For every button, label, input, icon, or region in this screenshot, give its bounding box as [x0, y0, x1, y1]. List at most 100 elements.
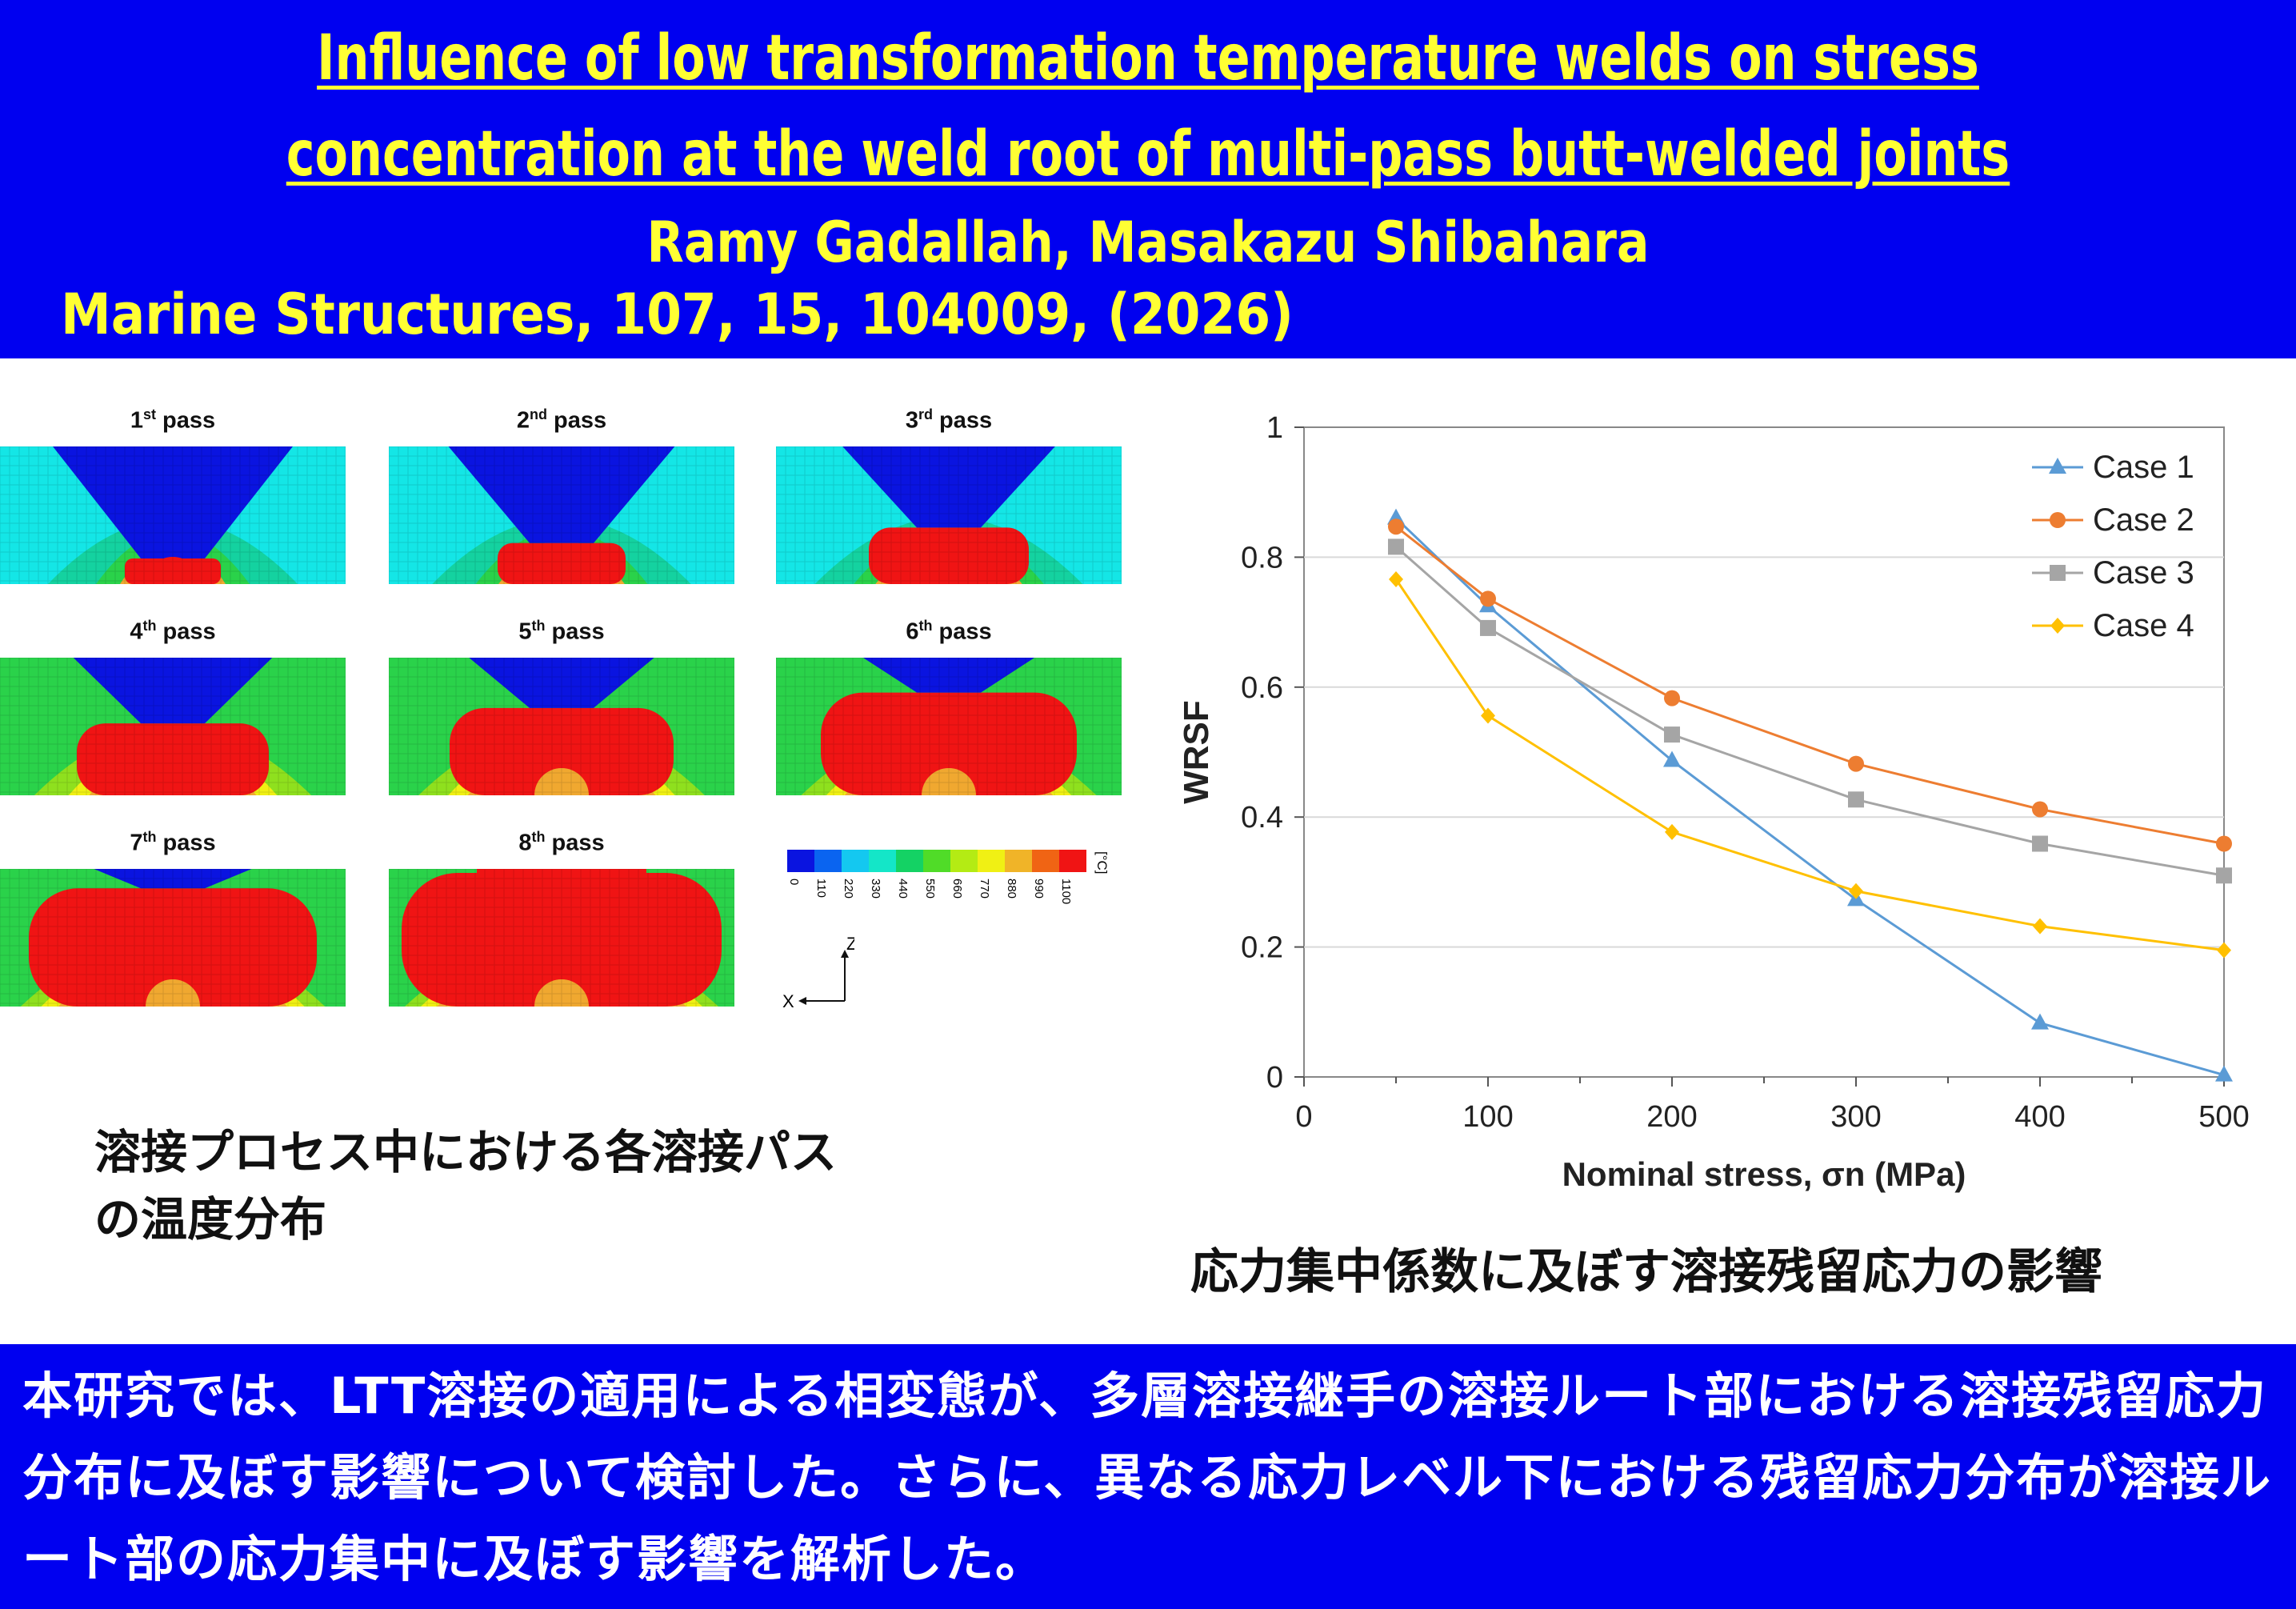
pass-label-7: 7th pass [0, 829, 346, 857]
legend-entry-case-1: Case 1 [2093, 450, 2194, 485]
pass-label-8: 8th pass [389, 829, 734, 857]
colorbar-segment [814, 850, 842, 872]
colorbar-segment [896, 850, 923, 872]
colorbar-tick-label: 990 [1032, 879, 1046, 899]
series-line-case-2 [1395, 526, 2225, 845]
y-tick-label: 0.4 [1241, 801, 1283, 835]
pass-label-3: 3rd pass [776, 406, 1122, 434]
y-tick-label: 0.8 [1241, 541, 1283, 574]
contour-pass-1 [0, 446, 346, 584]
footer-banner: 本研究では、LTT溶接の適用による相変態が、多層溶接継手の溶接ルート部における溶… [0, 1344, 2296, 1609]
x-tick-label: 100 [1462, 1100, 1513, 1134]
data-point-case-3 [1388, 538, 1404, 555]
contour-pass-4 [0, 658, 346, 795]
data-point-case-3 [1664, 726, 1680, 743]
y-tick-label: 0.6 [1241, 671, 1283, 705]
contour-pass-7 [0, 869, 346, 1007]
data-point-case-3 [2032, 835, 2048, 852]
legend-marker [2050, 618, 2065, 634]
pass-number: 1 [130, 407, 143, 434]
pass-number: 5 [518, 618, 532, 645]
pass-word: pass [546, 407, 607, 434]
colorbar-tick-label: 440 [896, 879, 910, 899]
x-tick-label: 500 [2198, 1100, 2249, 1134]
pass-ordinal: th [142, 618, 157, 634]
data-point-case-1 [1663, 750, 1681, 767]
contour-pass-3 [776, 446, 1122, 584]
colorbar-segment [869, 850, 896, 872]
data-point-case-4 [1481, 707, 1495, 724]
colorbar-segment [950, 850, 978, 872]
authors: Ramy Gadallah, Masakazu Shibahara [646, 210, 1650, 275]
data-point-case-2 [2032, 801, 2048, 818]
pass-ordinal: st [142, 406, 156, 422]
series-line-case-4 [1394, 578, 2225, 952]
title-line-1: Influence of low transformation temperat… [317, 22, 1979, 94]
colorbar-tick-label: 880 [1005, 879, 1018, 899]
contour-pass-5 [389, 658, 734, 795]
colorbar-segment [923, 850, 950, 872]
legend-marker [2050, 512, 2066, 528]
pass-ordinal: nd [529, 406, 547, 422]
data-point-case-2 [1480, 590, 1496, 607]
data-point-case-3 [1848, 791, 1864, 808]
series-line-case-1 [1394, 517, 2225, 1077]
right-caption: 応力集中係数に及ぼす溶接残留応力の影響 [1190, 1244, 2102, 1300]
colorbar-tick-label: 550 [923, 879, 937, 899]
y-tick-label: 0.2 [1241, 931, 1283, 965]
y-axis-label: WRSF [1177, 700, 1216, 804]
pass-number: 4 [130, 618, 143, 645]
pass-label-6: 6th pass [776, 618, 1122, 646]
data-point-case-2 [1664, 690, 1680, 706]
data-point-case-2 [1848, 755, 1864, 772]
colorbar-tick-label: 0 [787, 879, 801, 885]
pass-number: 7 [130, 830, 143, 856]
contour-pass-2 [389, 446, 734, 584]
pass-word: pass [545, 830, 605, 856]
colorbar-segment [842, 850, 869, 872]
data-point-case-3 [1480, 619, 1496, 636]
pass-ordinal: th [531, 829, 546, 845]
contour-pass-6 [776, 658, 1122, 795]
left-caption-line-2: の温度分布 [94, 1192, 327, 1247]
temperature-colorbar: 0 110 220 330 440 550 660 770 880 990 1100 [°C] [787, 850, 1110, 904]
colorbar-tick-label: 660 [950, 879, 964, 899]
data-point-case-4 [1665, 823, 1679, 840]
pass-label-2: 2nd pass [389, 406, 734, 434]
colorbar-tick-label: 770 [978, 879, 991, 899]
pass-label-4: 4th pass [0, 618, 346, 646]
left-caption-line-1: 溶接プロセス中における各溶接パス [94, 1125, 838, 1179]
header-banner: Influence of low transformation temperat… [0, 0, 2296, 358]
pass-word: pass [156, 618, 216, 645]
pass-ordinal: th [531, 618, 546, 634]
data-point-case-1 [2031, 1013, 2049, 1030]
x-tick-label: 300 [1830, 1100, 1881, 1134]
summary-text: 本研究では、LTT溶接の適用による相変態が、多層溶接継手の溶接ルート部における溶… [22, 1367, 2273, 1588]
pass-label-5: 5th pass [389, 618, 734, 646]
colorbar-unit: [°C] [1094, 851, 1110, 875]
data-point-case-4 [1849, 883, 1863, 899]
colorbar-segment [1059, 850, 1086, 872]
pass-ordinal: th [142, 829, 157, 845]
x-axis-label: Nominal stress, σn (MPa) [1562, 1155, 1966, 1193]
pass-ordinal: th [918, 618, 933, 634]
pass-number: 8 [518, 830, 532, 856]
data-point-case-4 [1389, 571, 1403, 588]
legend-entry-case-4: Case 4 [2093, 608, 2194, 643]
x-tick-label: 200 [1646, 1100, 1697, 1134]
colorbar-segment [978, 850, 1005, 872]
pass-number: 3 [905, 407, 918, 434]
colorbar-segment [1032, 850, 1059, 872]
data-point-case-3 [2216, 867, 2232, 884]
title-line-2: concentration at the weld root of multi-… [286, 118, 2010, 190]
colorbar-tick-label: 110 [814, 879, 828, 898]
x-tick-label: 0 [1295, 1100, 1312, 1134]
legend-marker [2050, 565, 2066, 581]
left-caption: 溶接プロセス中における各溶接パス の温度分布 [94, 1119, 837, 1253]
data-point-case-2 [1388, 518, 1404, 535]
data-point-case-4 [2217, 942, 2231, 959]
axis-z-label: Z [846, 934, 854, 954]
x-tick-label: 400 [2014, 1100, 2065, 1134]
coordinate-axes: Z X [782, 934, 854, 1011]
colorbar-tick-label: 220 [842, 879, 855, 899]
